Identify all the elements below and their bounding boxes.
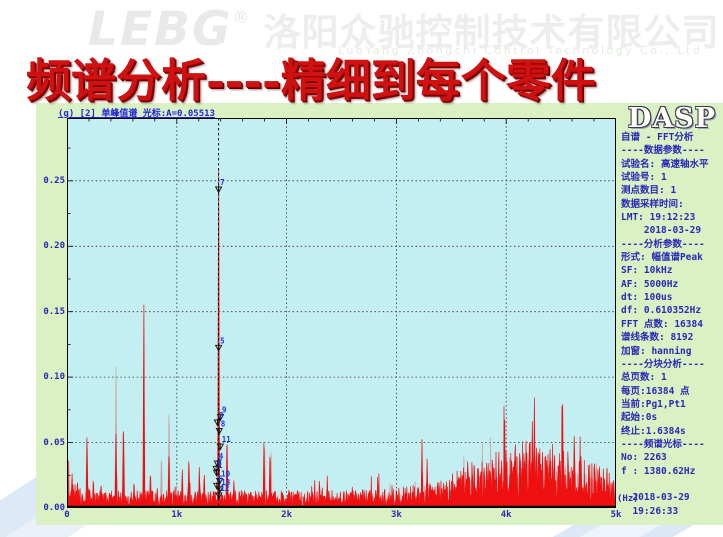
sidebar-line: 总页数: 1 [621, 372, 667, 384]
svg-text:8: 8 [221, 419, 226, 428]
svg-text:3: 3 [219, 411, 224, 420]
sidebar-line: ----分析参数---- [621, 238, 705, 250]
sidebar-line: 每页:16384 点 [621, 385, 690, 397]
sidebar-line: 起始:0s [621, 412, 658, 424]
sidebar-line: 当前:Pg1,Pt1 [621, 398, 686, 410]
sidebar-line: f : 1380.62Hz [621, 465, 696, 477]
svg-text:2: 2 [218, 457, 223, 466]
sidebar-line: 2018-03-29 [621, 225, 702, 237]
lebg-logo: LEBG [88, 2, 233, 57]
sidebar-line: 形式: 幅值谱Peak [621, 252, 703, 264]
sidebar-line: dt: 100us [621, 292, 673, 304]
company-name-english: LuoYang Zhongchi Control Technology Co.,… [338, 44, 703, 57]
x-axis-label: 4k [500, 510, 512, 520]
svg-text:4: 4 [219, 452, 224, 461]
x-axis-unit-label: (Hz) [617, 494, 639, 504]
sidebar-line [621, 478, 722, 491]
svg-text:7: 7 [220, 178, 225, 187]
sidebar-line: 试验名: 高速轴水平 [621, 158, 709, 170]
y-axis-label: 0.00 [43, 503, 65, 513]
svg-text:10: 10 [221, 470, 231, 479]
sidebar-line: ----分块分析---- [621, 358, 705, 370]
sidebar-line: 2018-03-29 [621, 492, 690, 504]
chart-window-header[interactable]: (g) [2] 单峰值谱 光标:A=0.05513 [58, 109, 215, 119]
sidebar-line: SF: 10kHz [621, 265, 673, 277]
sidebar-line: 19:26:33 [621, 505, 679, 517]
sidebar-line: 测点数目: 1 [621, 185, 677, 197]
svg-text:9: 9 [222, 406, 227, 415]
svg-text:11: 11 [222, 435, 232, 444]
sidebar-line: df: 0.610352Hz [621, 305, 702, 317]
sidebar-line: 自谱 - FFT分析 [621, 132, 694, 143]
sidebar-line: 数据采样时间: [621, 198, 684, 210]
dasp-logo: DASP [627, 103, 717, 134]
sidebar-line: 试验号: 1 [621, 172, 667, 184]
svg-text:13: 13 [221, 478, 231, 487]
x-axis-label: 2k [281, 510, 293, 520]
y-axis-label: 0.15 [43, 306, 65, 317]
y-axis-label: 0.20 [43, 241, 65, 252]
x-axis-label: 0 [64, 510, 70, 520]
dasp-chart-panel: (g) [2] 单峰值谱 光标:A=0.05513 7 5 9 3 8 11 4 2 1 10 6 1… [36, 103, 723, 525]
sidebar-line: 谱线条数: 8192 [621, 332, 694, 344]
sidebar-line: FFT 点数: 16384 [621, 318, 703, 330]
x-axis-label: 3k [390, 510, 402, 520]
x-axis-label: 1k [171, 510, 183, 520]
registered-mark-icon: ® [232, 8, 250, 28]
slide-title: 频谱分析----精细到每个零件 [26, 54, 596, 107]
x-axis-label: 5k [610, 510, 622, 520]
svg-text:5: 5 [220, 336, 225, 345]
sidebar-line: 终止:1.6384s [621, 425, 686, 437]
sidebar-line: No: 2263 [621, 452, 667, 464]
company-watermark: LEBG® 洛阳众驰控制技术有限公司 LuoYang Zhongchi Contr… [88, 2, 719, 57]
svg-text:1: 1 [218, 461, 223, 470]
svg-text:12: 12 [220, 484, 229, 493]
sidebar-line: AF: 5000Hz [621, 278, 679, 290]
y-axis-label: 0.25 [43, 175, 65, 186]
y-axis-label: 0.05 [43, 437, 65, 448]
parameter-sidebar: 自谱 - FFT分析 ----数据参数---- 试验名: 高速轴水平 试验号: 1 测点… [621, 131, 722, 518]
sidebar-line: 加窗: hanning [621, 345, 692, 357]
sidebar-line: ----数据参数---- [621, 145, 705, 157]
company-name-watermark: 洛阳众驰控制技术有限公司 [263, 10, 720, 54]
sidebar-line: ----频谱光标---- [621, 438, 705, 450]
sidebar-line: LMT: 19:12:23 [621, 212, 696, 224]
svg-text:6: 6 [218, 474, 223, 483]
y-axis-label: 0.10 [43, 372, 65, 383]
